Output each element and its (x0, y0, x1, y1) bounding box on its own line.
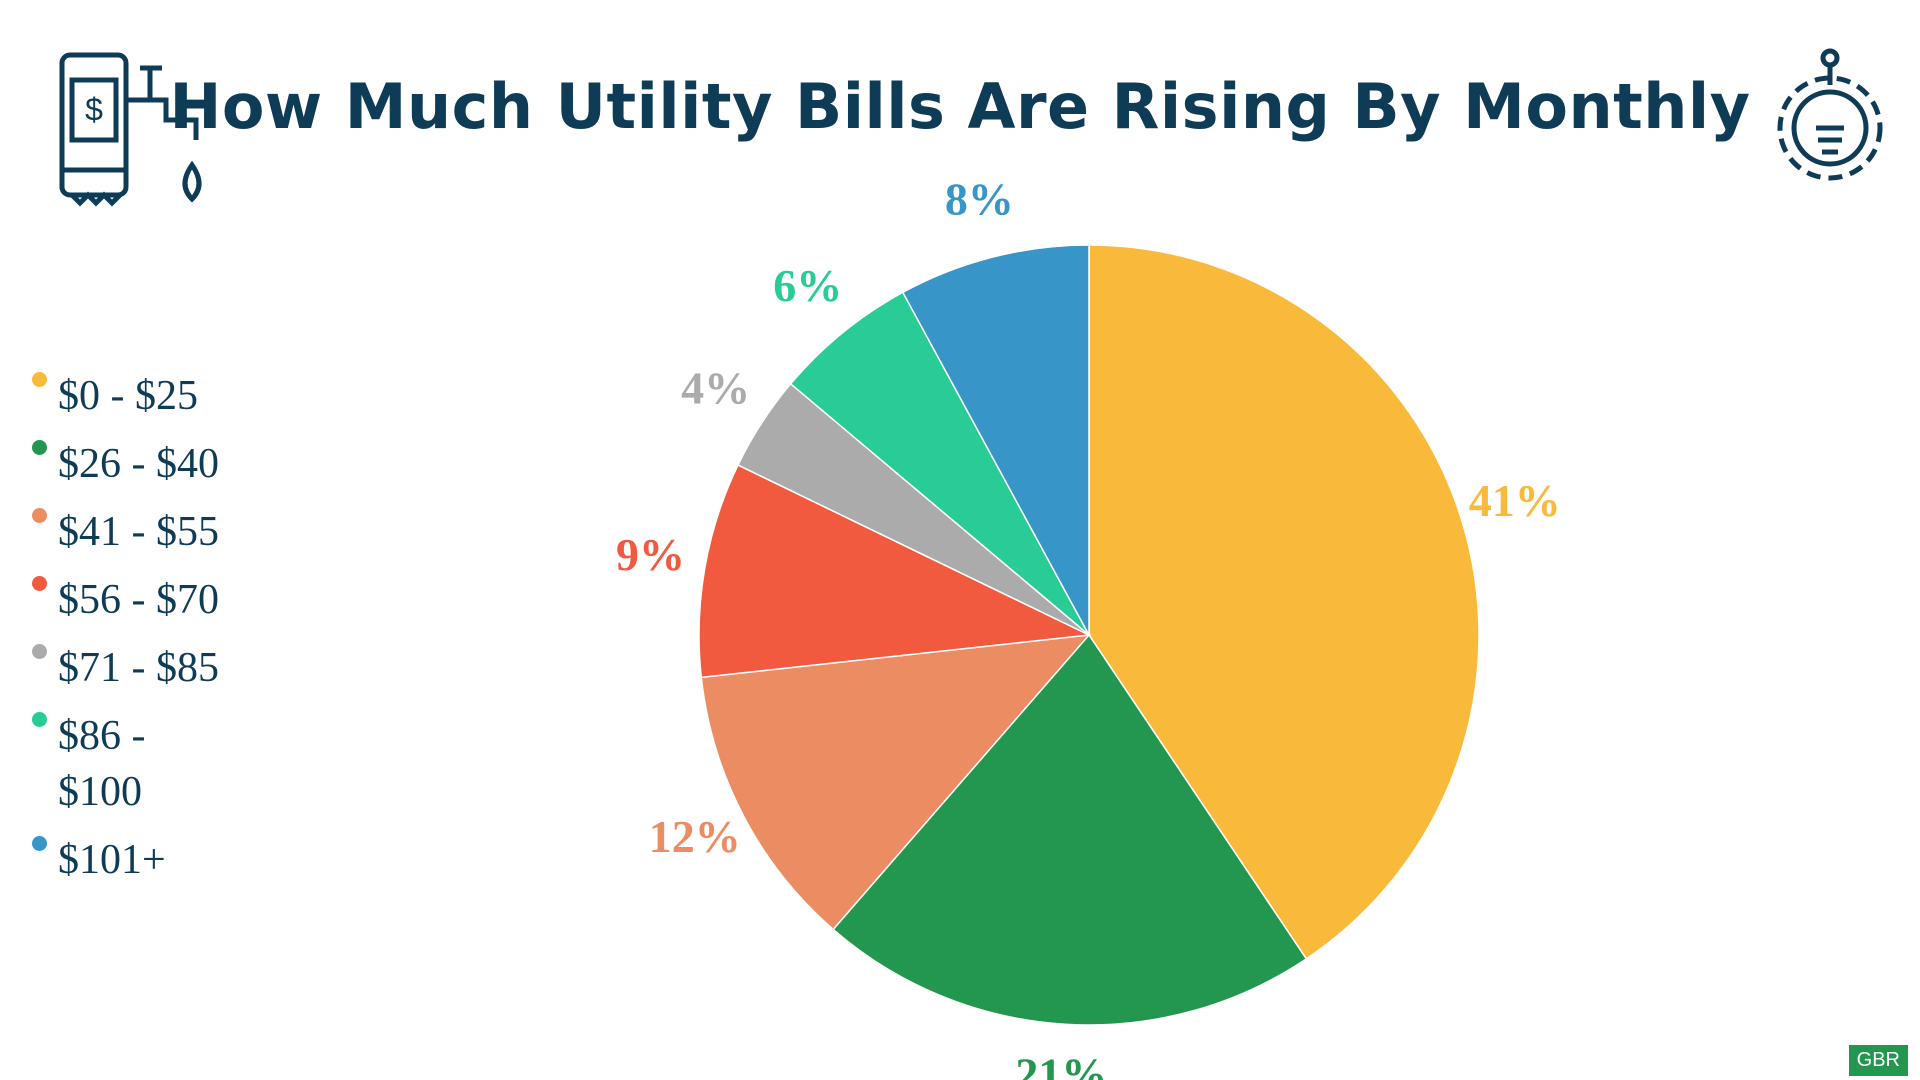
data-label: 12% (649, 811, 741, 862)
data-label: 21% (1015, 1049, 1107, 1080)
pie-slice (901, 244, 1090, 636)
chart-title: How Much Utility Bills Are Rising By Mon… (169, 70, 1751, 143)
legend-item: $71 - $85 (32, 640, 232, 696)
legend-swatch (32, 508, 47, 523)
legend-label: $86 - $100 (58, 713, 146, 815)
legend-item: $101+ (32, 832, 232, 888)
legend-label: $56 - $70 (58, 577, 219, 623)
legend: $0 - $25 $26 - $40 $41 - $55 $56 - $70 $71 -… (32, 368, 232, 900)
legend-swatch (32, 440, 47, 455)
dollar-icon: $ (85, 91, 103, 127)
legend-label: $0 - $25 (58, 373, 198, 419)
pie-slice (700, 634, 1091, 931)
legend-item: $56 - $70 (32, 572, 232, 628)
legend-label: $41 - $55 (58, 509, 219, 555)
data-label: 4% (681, 362, 750, 413)
data-label: 6% (773, 260, 842, 311)
legend-item: $26 - $40 (32, 436, 232, 492)
badge: GBR (1848, 1045, 1908, 1076)
pie-slice (1088, 244, 1480, 960)
legend-label: $71 - $85 (58, 645, 219, 691)
pie-slice (698, 464, 1092, 679)
legend-swatch (32, 644, 47, 659)
data-label: 41% (1469, 475, 1561, 526)
utility-icon (59, 52, 202, 207)
legend-swatch (32, 836, 47, 851)
legend-label: $26 - $40 (58, 441, 219, 487)
legend-label: $101+ (58, 837, 166, 883)
legend-swatch (32, 576, 47, 591)
legend-swatch (32, 712, 47, 727)
legend-item: $86 - $100 (32, 708, 232, 820)
pie-slice (789, 291, 1090, 636)
legend-item: $0 - $25 (32, 368, 232, 424)
legend-item: $41 - $55 (32, 504, 232, 560)
legend-swatch (32, 372, 47, 387)
pie-slice (832, 633, 1308, 1026)
idea-icon (1777, 48, 1883, 181)
data-label: 9% (616, 529, 685, 580)
data-label: 8% (945, 173, 1014, 224)
